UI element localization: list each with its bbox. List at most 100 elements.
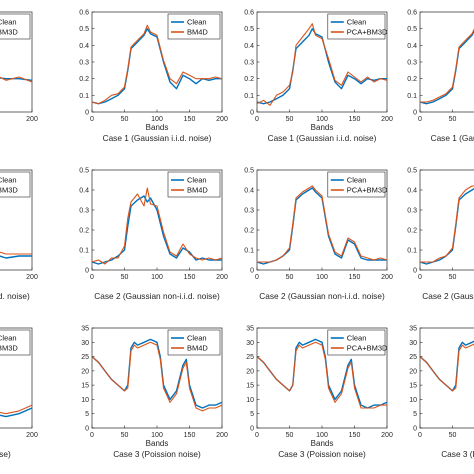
- legend-entry: Clean: [0, 18, 17, 27]
- y-tick-label: 0.1: [407, 93, 417, 100]
- subplot-r2-c0: 100200BandsCase 3 (Poission noise)CleanB…: [0, 327, 38, 459]
- series-line-clean: [420, 340, 474, 392]
- y-tick-label: 35: [409, 326, 417, 333]
- y-tick-label: 0.5: [407, 168, 417, 175]
- y-tick-label: 0: [250, 110, 254, 117]
- x-tick-label: 150: [184, 432, 196, 439]
- y-tick-label: 0.1: [244, 93, 254, 100]
- legend-entry: BM4D: [187, 28, 208, 37]
- y-tick-label: 0.3: [407, 60, 417, 67]
- series-line-denoised: [92, 187, 222, 265]
- series-line-denoised: [420, 343, 474, 392]
- x-tick-label: 0: [418, 274, 422, 281]
- y-tick-label: 0.4: [79, 188, 89, 195]
- y-tick-label: 0.4: [407, 188, 417, 195]
- series-line-clean: [257, 187, 387, 265]
- legend-entry: Clean: [347, 334, 367, 343]
- x-tick-label: 0: [255, 432, 259, 439]
- y-tick-label: 0.3: [407, 208, 417, 215]
- y-tick-label: 0.6: [407, 10, 417, 17]
- x-tick-label: 0: [90, 274, 94, 281]
- y-tick-label: 0.2: [79, 76, 89, 83]
- legend-entry: Clean: [347, 18, 367, 27]
- x-tick-label: 200: [26, 274, 38, 281]
- axes-box: [419, 11, 474, 113]
- y-tick-label: 0.5: [79, 26, 89, 33]
- y-tick-label: 0: [85, 110, 89, 117]
- legend-entry: PCA+BM3D: [347, 186, 388, 195]
- legend-entry: PCA+BM3D: [347, 344, 388, 353]
- axes-box: [419, 327, 474, 429]
- legend-box: [327, 329, 386, 356]
- x-tick-label: 50: [121, 274, 129, 281]
- legend-box: [167, 171, 221, 198]
- y-tick-label: 0.3: [79, 60, 89, 67]
- y-tick-label: 5: [250, 411, 254, 418]
- y-tick-label: 0.4: [407, 43, 417, 50]
- legend-entry: BM3D: [0, 344, 18, 353]
- axes-box: [419, 169, 474, 271]
- legend-box: [327, 171, 386, 198]
- x-tick-label: 200: [381, 116, 393, 123]
- subplot-r0-c1: 0 50 100 150 200 0 0.1 0.2 0.3 0.4 0.5 0.6 BandsCase…: [79, 10, 228, 144]
- y-tick-label: 10: [81, 397, 89, 404]
- y-tick-label: 0.1: [79, 248, 89, 255]
- x-tick-label: 200: [26, 116, 38, 123]
- y-tick-label: 0: [85, 426, 89, 433]
- y-tick-label: 15: [409, 383, 417, 390]
- x-tick-label: 150: [349, 432, 361, 439]
- series-line-clean: [420, 29, 474, 105]
- x-axis-label: Bands: [311, 123, 334, 132]
- y-tick-label: 0.2: [407, 228, 417, 235]
- y-tick-label: 20: [409, 368, 417, 375]
- y-tick-label: 25: [409, 354, 417, 361]
- x-tick-label: 50: [286, 432, 294, 439]
- series-line-denoised: [257, 185, 387, 263]
- y-tick-label: 30: [81, 340, 89, 347]
- x-tick-label: 0: [255, 116, 259, 123]
- legend-box: [167, 329, 221, 356]
- series-line-denoised: [0, 404, 32, 415]
- series-line-clean: [0, 255, 32, 259]
- y-tick-label: 0.2: [407, 76, 417, 83]
- x-tick-label: 50: [449, 116, 457, 123]
- subplot-r1-c0: 100200Case 2 (Gaussian non-i.i.d. noise)…: [0, 169, 38, 301]
- x-tick-label: 200: [216, 116, 228, 123]
- x-tick-label: 100: [151, 432, 163, 439]
- legend: CleanBM3D: [0, 13, 31, 40]
- series-line-denoised: [257, 341, 387, 409]
- y-tick-label: 15: [246, 383, 254, 390]
- x-tick-label: 0: [418, 116, 422, 123]
- legend-box: [0, 171, 31, 198]
- y-tick-label: 30: [409, 340, 417, 347]
- y-tick-label: 0.3: [244, 208, 254, 215]
- y-tick-label: 0.2: [244, 76, 254, 83]
- x-tick-label: 150: [349, 116, 361, 123]
- y-tick-label: 0.1: [79, 93, 89, 100]
- subplot-caption: Case 2 (Gaussian non-i.i.d. noise): [94, 291, 220, 301]
- y-tick-label: 0.3: [79, 208, 89, 215]
- legend-entry: BM4D: [187, 344, 208, 353]
- y-tick-label: 25: [81, 354, 89, 361]
- legend: CleanBM3D: [0, 329, 31, 356]
- x-tick-label: 150: [184, 116, 196, 123]
- series-line-denoised: [92, 24, 222, 105]
- subplot-r1-c2: 0 50 100 150 200 0 0.1 0.2 0.3 0.4 0.5 Case 2 (Gaus…: [244, 168, 393, 302]
- legend-entry: Clean: [187, 334, 207, 343]
- y-tick-label: 0.1: [244, 248, 254, 255]
- x-tick-label: 50: [449, 432, 457, 439]
- x-tick-label: 100: [316, 274, 328, 281]
- subplot-caption: Case 1 (Gaussian i.i.d. noise): [103, 133, 212, 143]
- x-tick-label: 200: [381, 274, 393, 281]
- legend-box: [0, 329, 31, 356]
- subplot-r0-c0: 100200BandsCleanBM3D: [0, 11, 38, 123]
- subplot-caption: Case 1 (Gaussian i.i.d. noise): [268, 133, 377, 143]
